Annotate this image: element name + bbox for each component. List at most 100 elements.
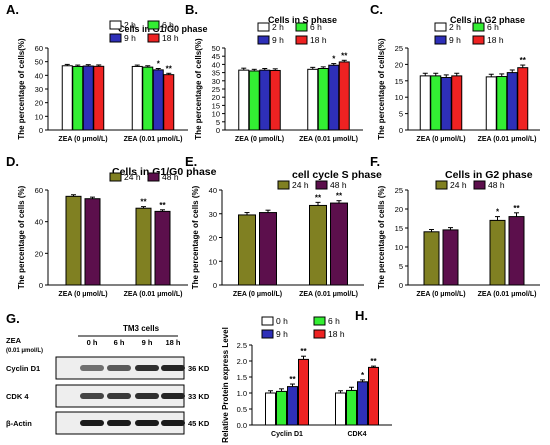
legend-swatch [472,22,485,32]
y-tick-label: 0 [216,126,220,135]
legend-label: 9 h [124,33,136,43]
significance-label: ** [159,201,166,210]
bar [135,207,152,286]
significance-label: * [361,371,365,380]
bar [423,231,440,286]
blot-band [161,420,185,426]
chart-title: Cells in G2 phase [450,15,525,25]
bar [430,75,442,131]
bar [440,77,452,131]
bar [142,66,154,131]
legend-label: 18 h [162,33,179,43]
significance-label: ** [520,56,527,65]
legend-swatch [109,33,122,43]
bar [368,366,379,426]
y-tick-label: 10 [212,110,220,119]
chart-title: Cells in G1/G0 phase [112,166,217,178]
significance-label: ** [341,51,348,60]
y-tick-label: 60 [35,186,43,195]
y-tick-label: 0 [39,126,43,135]
bar [287,386,298,426]
bar [307,68,319,131]
blot-title: TM3 cells [123,324,160,333]
bar [485,76,497,131]
legend-label: 2 h [449,22,461,32]
protein-label: Cyclin D1 [6,364,40,373]
bar [451,75,463,131]
bar [335,392,346,426]
legend-label: 0 h [276,316,288,326]
panel-letter: C. [370,2,383,17]
blot-band [107,365,131,371]
legend-swatch [147,33,160,43]
y-tick-label: 45 [212,52,220,61]
y-axis-label: The percentage of cells (%) [191,185,200,289]
x-tick-label: ZEA (0 μmol/L) [416,291,465,298]
bar [309,204,327,286]
bar [338,61,350,131]
x-tick-label: ZEA (0 μmol/L) [235,136,284,143]
legend-label: 2 h [124,20,136,30]
y-tick-label: 0 [39,281,43,290]
y-tick-label: 10 [35,112,43,121]
significance-label: ** [315,193,322,202]
y-tick-label: 20 [395,60,403,69]
protein-label: CDK 4 [6,392,29,401]
legend-label: 48 h [330,180,347,190]
y-tick-label: 0 [213,281,217,290]
treatment-unit-label: (0.01 μmol/L) [6,348,43,354]
y-tick-label: 5 [216,118,220,127]
legend-label: 48 h [488,180,505,190]
y-tick-label: 10 [209,257,217,266]
panel-letter: E. [185,154,197,169]
bar [357,381,368,426]
y-tick-label: 0 [399,281,403,290]
legend-label: 9 h [272,35,284,45]
y-tick-label: 40 [209,186,217,195]
legend-swatch [261,316,274,326]
bar [65,195,82,286]
lane-label: 9 h [142,338,153,347]
y-tick-label: 50 [212,44,220,53]
bar [259,69,271,131]
x-tick-label: ZEA (0 μmol/L) [416,136,465,143]
bar [84,198,101,286]
y-tick-label: 25 [212,85,220,94]
bar [265,392,276,426]
lane-label: 6 h [114,338,125,347]
legend-swatch [472,35,485,45]
y-tick-label: 5 [399,262,403,271]
chart-panel-1: A. Cells in G1/G0 phase 0 10 20 30 40 50 60 The p… [6,2,208,143]
panel-letter: B. [185,2,198,17]
y-tick-label: 20 [212,93,220,102]
legend-swatch [434,22,447,32]
legend-label: 24 h [292,180,309,190]
legend-label: 2 h [272,22,284,32]
bar [131,65,143,131]
legend-label: 6 h [328,316,340,326]
y-tick-label: 15 [212,101,220,110]
panel-letter: H. [355,308,368,323]
y-tick-label: 15 [395,224,403,233]
lane-label: 0 h [87,338,98,347]
significance-label: ** [336,192,343,201]
significance-label: ** [140,198,147,207]
legend-label: 48 h [162,172,179,182]
y-tick-label: 20 [35,249,43,258]
blot-band [135,393,159,399]
legend-swatch [473,180,486,190]
treatment-label: ZEA [6,336,22,345]
bar [346,389,357,426]
bar [259,212,277,286]
legend-swatch [295,22,308,32]
y-tick-label: 15 [395,77,403,86]
molecular-weight-label: 45 KD [188,419,210,428]
significance-label: ** [370,357,377,366]
x-tick-label: ZEA (0.01 μmol/L) [299,291,358,298]
molecular-weight-label: 33 KD [188,392,210,401]
x-tick-label: ZEA (0 μmol/L) [58,291,107,298]
legend-swatch [147,20,160,30]
y-tick-label: 40 [35,71,43,80]
legend-swatch [257,22,270,32]
chart-panel-6: F. Cells in G2 phase 0 5 10 15 20 25 The percent… [370,154,540,298]
